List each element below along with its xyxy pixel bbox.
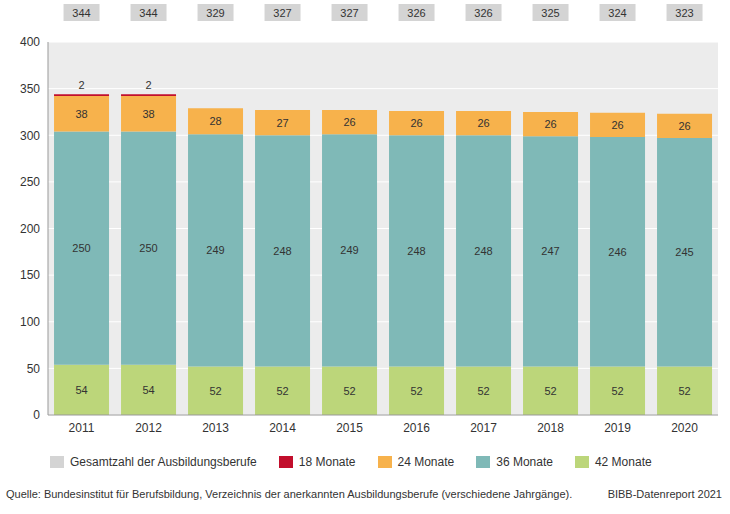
svg-text:300: 300 [20, 129, 40, 143]
svg-text:52: 52 [410, 385, 422, 397]
svg-text:2019: 2019 [604, 421, 631, 435]
svg-text:327: 327 [340, 7, 358, 19]
svg-text:2014: 2014 [269, 421, 296, 435]
svg-text:38: 38 [142, 108, 154, 120]
svg-text:245: 245 [675, 246, 693, 258]
svg-text:200: 200 [20, 222, 40, 236]
svg-text:50: 50 [27, 362, 41, 376]
svg-text:2013: 2013 [202, 421, 229, 435]
svg-text:329: 329 [206, 7, 224, 19]
svg-text:54: 54 [142, 384, 154, 396]
html-text:36 Monate: 36 Monate [496, 455, 553, 469]
svg-text:150: 150 [20, 268, 40, 282]
svg-text:2: 2 [78, 79, 84, 91]
svg-text:52: 52 [544, 385, 556, 397]
svg-text:27: 27 [276, 117, 288, 129]
svg-text:52: 52 [611, 385, 623, 397]
svg-text:344: 344 [139, 7, 157, 19]
svg-text:326: 326 [407, 7, 425, 19]
svg-text:26: 26 [544, 118, 556, 130]
svg-text:52: 52 [343, 385, 355, 397]
svg-text:26: 26 [477, 117, 489, 129]
svg-text:246: 246 [608, 246, 626, 258]
svg-text:26: 26 [343, 116, 355, 128]
svg-text:323: 323 [675, 7, 693, 19]
svg-text:350: 350 [20, 82, 40, 96]
svg-text:2020: 2020 [671, 421, 698, 435]
svg-text:2: 2 [145, 79, 151, 91]
svg-text:26: 26 [678, 120, 690, 132]
svg-text:250: 250 [72, 242, 90, 254]
html-text:BIBB-Datenreport 2021: BIBB-Datenreport 2021 [607, 488, 722, 500]
svg-text:38: 38 [75, 108, 87, 120]
svg-text:250: 250 [139, 242, 157, 254]
svg-text:0: 0 [33, 408, 40, 422]
svg-text:2012: 2012 [135, 421, 162, 435]
svg-text:28: 28 [209, 115, 221, 127]
svg-text:2018: 2018 [537, 421, 564, 435]
svg-text:327: 327 [273, 7, 291, 19]
svg-text:248: 248 [273, 245, 291, 257]
svg-text:2015: 2015 [336, 421, 363, 435]
html-text:24 Monate: 24 Monate [397, 455, 455, 469]
svg-text:100: 100 [20, 315, 40, 329]
svg-text:52: 52 [477, 385, 489, 397]
svg-text:2011: 2011 [69, 421, 95, 435]
svg-text:26: 26 [611, 119, 623, 131]
svg-text:324: 324 [608, 7, 626, 19]
svg-text:54: 54 [75, 384, 87, 396]
svg-text:326: 326 [474, 7, 492, 19]
svg-text:2016: 2016 [403, 421, 430, 435]
html-text:42 Monate: 42 Monate [594, 455, 652, 469]
svg-text:2017: 2017 [470, 421, 497, 435]
svg-text:52: 52 [678, 385, 690, 397]
svg-text:249: 249 [340, 244, 358, 256]
svg-text:248: 248 [474, 245, 492, 257]
html-text:Quelle: Bundesinstitut für Ber: Quelle: Bundesinstitut für Berufsbildung… [6, 488, 573, 500]
svg-text:247: 247 [541, 245, 559, 257]
svg-text:52: 52 [209, 385, 221, 397]
svg-text:248: 248 [407, 245, 425, 257]
svg-text:26: 26 [410, 117, 422, 129]
svg-text:249: 249 [206, 244, 224, 256]
svg-text:250: 250 [20, 175, 40, 189]
svg-text:52: 52 [276, 385, 288, 397]
svg-text:400: 400 [20, 35, 40, 49]
svg-text:325: 325 [541, 7, 559, 19]
svg-text:344: 344 [72, 7, 90, 19]
html-text:Gesamtzahl der Ausbildungsberu: Gesamtzahl der Ausbildungsberufe [70, 455, 257, 469]
html-text:18 Monate: 18 Monate [298, 455, 356, 469]
